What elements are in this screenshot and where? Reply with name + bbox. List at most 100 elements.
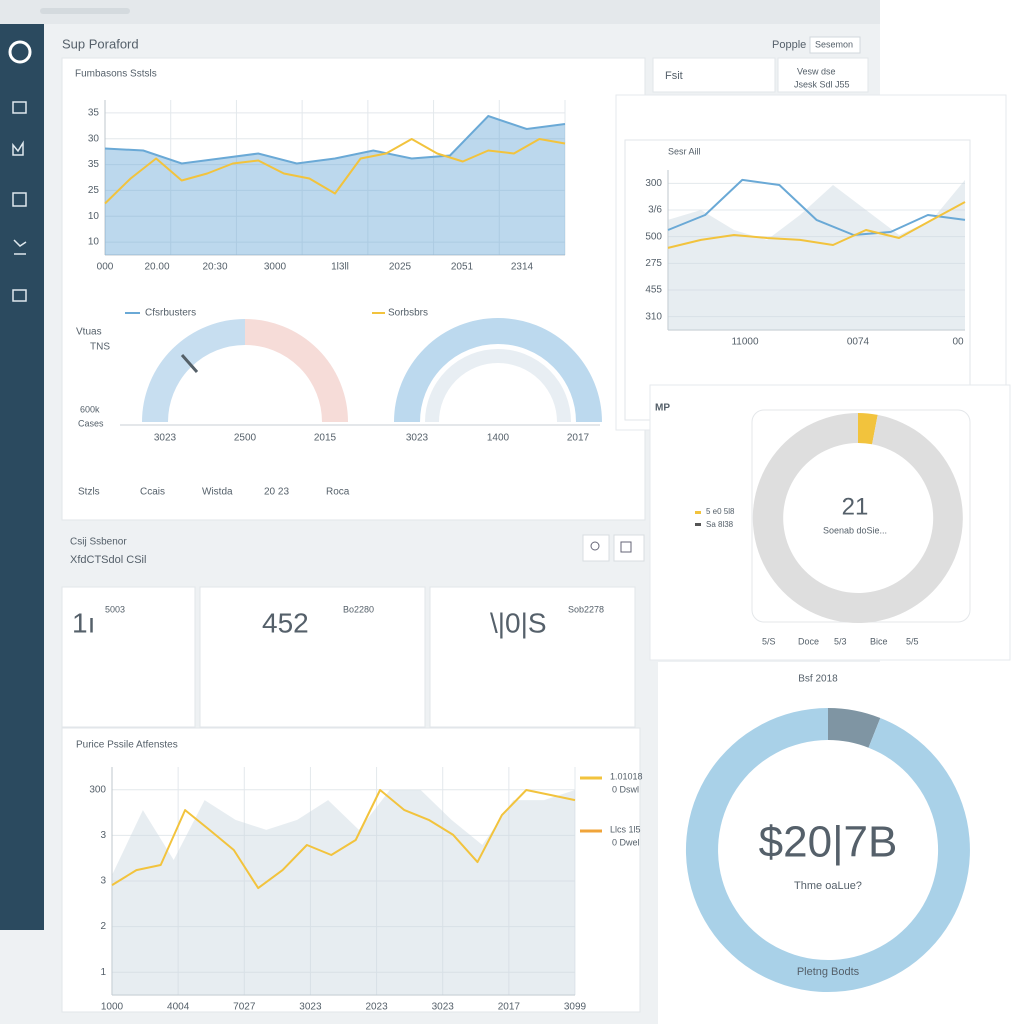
section-title: Csij Ssbenor	[70, 537, 127, 548]
card-text: Vesw dse	[797, 66, 836, 76]
select-value[interactable]: Sesemon	[815, 39, 853, 49]
y-tick-label: 1	[100, 967, 106, 978]
y-tick-label: 3	[100, 876, 106, 887]
nav-icon[interactable]	[12, 140, 24, 156]
filter-icon	[620, 541, 632, 553]
legend-swatch	[695, 511, 701, 514]
line	[104, 114, 566, 165]
legend-label: Bice	[870, 636, 888, 646]
y-tick-label: 310	[645, 311, 662, 322]
footer-label: 20 23	[264, 487, 289, 498]
panel-title: Fumbasons Sstsls	[75, 69, 157, 80]
x-tick-label: 1000	[101, 1002, 124, 1013]
donut-center-value: $20|7B	[759, 818, 898, 867]
legend-label: 0 Dwel	[612, 837, 640, 847]
nav-icon[interactable]	[12, 192, 27, 207]
donut-slice	[828, 708, 881, 748]
gauge-label: TNS	[90, 342, 110, 353]
logo[interactable]	[8, 40, 32, 64]
card-text: Jsesk Sdl J55	[794, 79, 850, 89]
address-bar	[40, 8, 130, 14]
legend-label: 1.01018	[610, 771, 643, 781]
gauge-tick-label: 2017	[567, 433, 590, 444]
line	[104, 138, 566, 205]
sidebar	[0, 24, 44, 930]
x-tick-label: 1l3ll	[331, 262, 349, 273]
chart-title: Sesr Aill	[668, 146, 701, 156]
y-tick-label: 10	[88, 237, 100, 248]
card	[652, 57, 776, 93]
footer-label: Roca	[326, 487, 350, 498]
kpi-label: 5003	[105, 604, 125, 614]
line	[111, 789, 576, 890]
donut-footer: Pletng Bodts	[797, 966, 860, 978]
legend-label: 0 Dswl	[612, 784, 639, 794]
legend-label: Cfsrbusters	[145, 308, 196, 319]
y-tick-label: 35	[88, 108, 100, 119]
kpi-label: Sob2278	[568, 604, 604, 614]
gauge-arc	[142, 319, 246, 423]
user-name[interactable]: Popple	[772, 39, 806, 51]
nav-icon[interactable]	[12, 101, 27, 114]
footer-label: Stzls	[78, 487, 100, 498]
area	[105, 116, 565, 255]
y-tick-label: 25	[88, 185, 100, 196]
gauge-tick-label: 2015	[314, 433, 337, 444]
legend-label: 5/S	[762, 636, 776, 646]
line	[667, 201, 966, 249]
title-bar	[0, 0, 880, 24]
kpi-value: \|0|S	[490, 607, 547, 638]
x-tick-label: 2025	[389, 262, 412, 273]
chart-frame	[624, 139, 971, 421]
gauge-arc	[244, 319, 348, 423]
panel-title: Purice Pssile Atfenstes	[76, 740, 178, 751]
card-title: Fsit	[665, 70, 683, 82]
footer-label: Ccais	[140, 487, 165, 498]
select-box[interactable]	[809, 36, 861, 54]
x-tick-label: 3000	[264, 262, 287, 273]
legend-swatch	[695, 523, 701, 526]
kpi-value: 452	[262, 607, 309, 638]
search-icon	[590, 541, 600, 551]
nav-icon[interactable]	[12, 289, 27, 302]
line	[667, 178, 966, 236]
x-tick-label: 2314	[511, 262, 534, 273]
x-tick-label: 3023	[299, 1002, 322, 1013]
x-tick-label: 11000	[731, 337, 759, 348]
y-tick-label: 500	[645, 231, 662, 242]
y-tick-label: 455	[645, 285, 662, 296]
nav-icon[interactable]	[13, 239, 27, 255]
legend-label: Llcs 1l5	[610, 824, 641, 834]
panel-title: MP	[655, 403, 670, 414]
gauge-label: 600k	[80, 404, 100, 414]
kpi-card	[199, 586, 426, 728]
gauge-arc	[394, 318, 602, 423]
y-tick-label: 275	[645, 258, 662, 269]
footer-label: Wistda	[202, 487, 233, 498]
kpi-value: 1ı	[72, 607, 95, 638]
legend-label: Sorbsbrs	[388, 308, 428, 319]
section-subtitle: XfdCTSdol CSil	[70, 554, 146, 566]
legend-label: 5 e0 5l8	[706, 507, 735, 516]
x-tick-label: 2017	[498, 1002, 521, 1013]
y-tick-label: 300	[89, 784, 106, 795]
gauge-label: Cases	[78, 418, 104, 428]
page-title: Sup Poraford	[62, 36, 139, 51]
legend-label: 5/3	[834, 636, 847, 646]
filter-button[interactable]	[613, 534, 645, 562]
card	[777, 57, 869, 93]
gauge-tick-label: 3023	[154, 433, 177, 444]
panel	[61, 57, 646, 521]
x-tick-label: 3023	[432, 1002, 455, 1013]
panel-title: Bsf 2018	[798, 674, 838, 685]
legend-label: Sa 8l38	[706, 520, 734, 529]
gauge-tick-label: 3023	[406, 433, 429, 444]
x-tick-label: 0074	[847, 337, 870, 348]
gauge-label: Vtuas	[76, 327, 102, 338]
donut-center-label: Thme oaLue?	[794, 880, 862, 892]
kpi-card	[429, 586, 636, 728]
search-button[interactable]	[582, 534, 610, 562]
x-tick-label: 4004	[167, 1002, 190, 1013]
